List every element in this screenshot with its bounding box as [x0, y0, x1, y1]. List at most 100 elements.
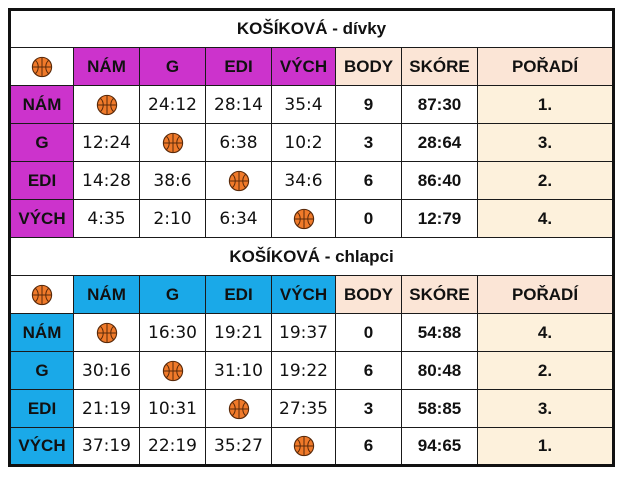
corner-cell [9, 47, 74, 86]
match-score-cell: 14:28 [73, 161, 140, 200]
rank-cell: 4. [476, 313, 615, 352]
basketball-icon [162, 360, 183, 381]
table-row: VÝCH 37:19 22:19 35:27 6 94:65 1. [9, 427, 615, 466]
rank-cell: 4. [476, 199, 615, 238]
match-score-cell: 4:35 [73, 199, 140, 238]
rank-cell: 1. [476, 427, 615, 466]
rank-cell: 1. [476, 85, 615, 124]
column-header-skore: SKÓRE [401, 47, 478, 86]
points-cell: 3 [335, 389, 402, 428]
rank-cell: 3. [476, 123, 615, 162]
match-score-cell: 37:19 [73, 427, 140, 466]
row-header-team: G [9, 123, 74, 162]
match-score-cell: 19:37 [271, 313, 336, 352]
self-match-cell [271, 199, 336, 238]
group-title: KOŠÍKOVÁ - chlapci [8, 237, 615, 276]
rank-cell: 3. [476, 389, 615, 428]
match-score-cell: 21:19 [73, 389, 140, 428]
basketball-icon [96, 322, 117, 343]
table-row: G 30:16 31:10 19:22 6 80:48 2. [9, 351, 615, 390]
match-score-cell: 10:31 [139, 389, 206, 428]
score-total-cell: 80:48 [401, 351, 478, 390]
match-score-cell: 19:21 [205, 313, 272, 352]
basketball-icon [228, 398, 249, 419]
score-total-cell: 58:85 [401, 389, 478, 428]
self-match-cell [139, 123, 206, 162]
column-header-skore: SKÓRE [401, 275, 478, 314]
rank-cell: 2. [476, 351, 615, 390]
match-score-cell: 16:30 [139, 313, 206, 352]
points-cell: 6 [335, 351, 402, 390]
row-header-team: NÁM [9, 85, 74, 124]
score-total-cell: 86:40 [401, 161, 478, 200]
column-header-body: BODY [335, 275, 402, 314]
basketball-icon [293, 435, 314, 457]
column-header-team: VÝCH [271, 47, 336, 86]
score-total-cell: 94:65 [401, 427, 478, 466]
header-row: NÁM G EDI VÝCH BODY SKÓRE POŘADÍ [9, 47, 615, 86]
row-header-team: EDI [9, 161, 74, 200]
basketball-icon [293, 208, 314, 229]
match-score-cell: 10:2 [271, 123, 336, 162]
match-score-cell: 34:6 [271, 161, 336, 200]
group-title-row: KOŠÍKOVÁ - chlapci [8, 237, 615, 276]
match-score-cell: 35:27 [205, 427, 272, 466]
match-score-cell: 38:6 [139, 161, 206, 200]
group-title-row: KOŠÍKOVÁ - dívky [8, 9, 615, 48]
column-header-team: VÝCH [271, 275, 336, 314]
rank-cell: 2. [476, 161, 615, 200]
match-score-cell: 6:34 [205, 199, 272, 238]
basketball-icon [96, 94, 117, 115]
score-total-cell: 54:88 [401, 313, 478, 352]
column-header-team: EDI [205, 275, 272, 314]
points-cell: 6 [335, 427, 402, 466]
row-header-team: G [9, 351, 74, 390]
row-header-team: NÁM [9, 313, 74, 352]
header-row: NÁM G EDI VÝCH BODY SKÓRE POŘADÍ [9, 275, 615, 314]
column-header-team: G [139, 275, 206, 314]
match-score-cell: 27:35 [271, 389, 336, 428]
self-match-cell [205, 161, 272, 200]
score-total-cell: 12:79 [401, 199, 478, 238]
self-match-cell [139, 351, 206, 390]
match-score-cell: 24:12 [139, 85, 206, 124]
match-score-cell: 35:4 [271, 85, 336, 124]
column-header-team: NÁM [73, 275, 140, 314]
self-match-cell [73, 313, 140, 352]
column-header-poradi: POŘADÍ [476, 275, 615, 314]
column-header-team: G [139, 47, 206, 86]
column-header-team: EDI [205, 47, 272, 86]
basketball-icon [162, 132, 183, 153]
self-match-cell [271, 427, 336, 466]
match-score-cell: 28:14 [205, 85, 272, 124]
row-header-team: VÝCH [9, 427, 74, 466]
points-cell: 3 [335, 123, 402, 162]
column-header-body: BODY [335, 47, 402, 86]
match-score-cell: 22:19 [139, 427, 206, 466]
score-total-cell: 87:30 [401, 85, 478, 124]
match-score-cell: 19:22 [271, 351, 336, 390]
match-score-cell: 6:38 [205, 123, 272, 162]
points-cell: 9 [335, 85, 402, 124]
row-header-team: EDI [9, 389, 74, 428]
points-cell: 0 [335, 313, 402, 352]
basketball-icon [31, 56, 53, 77]
match-score-cell: 31:10 [205, 351, 272, 390]
table-row: EDI 21:19 10:31 27:35 3 58:85 3. [9, 389, 615, 428]
match-score-cell: 30:16 [73, 351, 140, 390]
basketball-icon [228, 170, 249, 191]
column-header-poradi: POŘADÍ [476, 47, 615, 86]
basketball-icon [31, 284, 53, 305]
self-match-cell [73, 85, 140, 124]
points-cell: 6 [335, 161, 402, 200]
group-title: KOŠÍKOVÁ - dívky [8, 9, 615, 48]
match-score-cell: 12:24 [73, 123, 140, 162]
results-table: KOŠÍKOVÁ - dívky NÁM G EDI VÝCH BODY SKÓRE POŘA… [8, 8, 616, 467]
score-total-cell: 28:64 [401, 123, 478, 162]
column-header-team: NÁM [73, 47, 140, 86]
table-row: EDI 14:28 38:6 34:6 6 86:40 2. [9, 161, 615, 200]
corner-cell [9, 275, 74, 314]
table-row: NÁM 16:30 19:21 19:37 0 54:88 4. [9, 313, 615, 352]
self-match-cell [205, 389, 272, 428]
row-header-team: VÝCH [9, 199, 74, 238]
